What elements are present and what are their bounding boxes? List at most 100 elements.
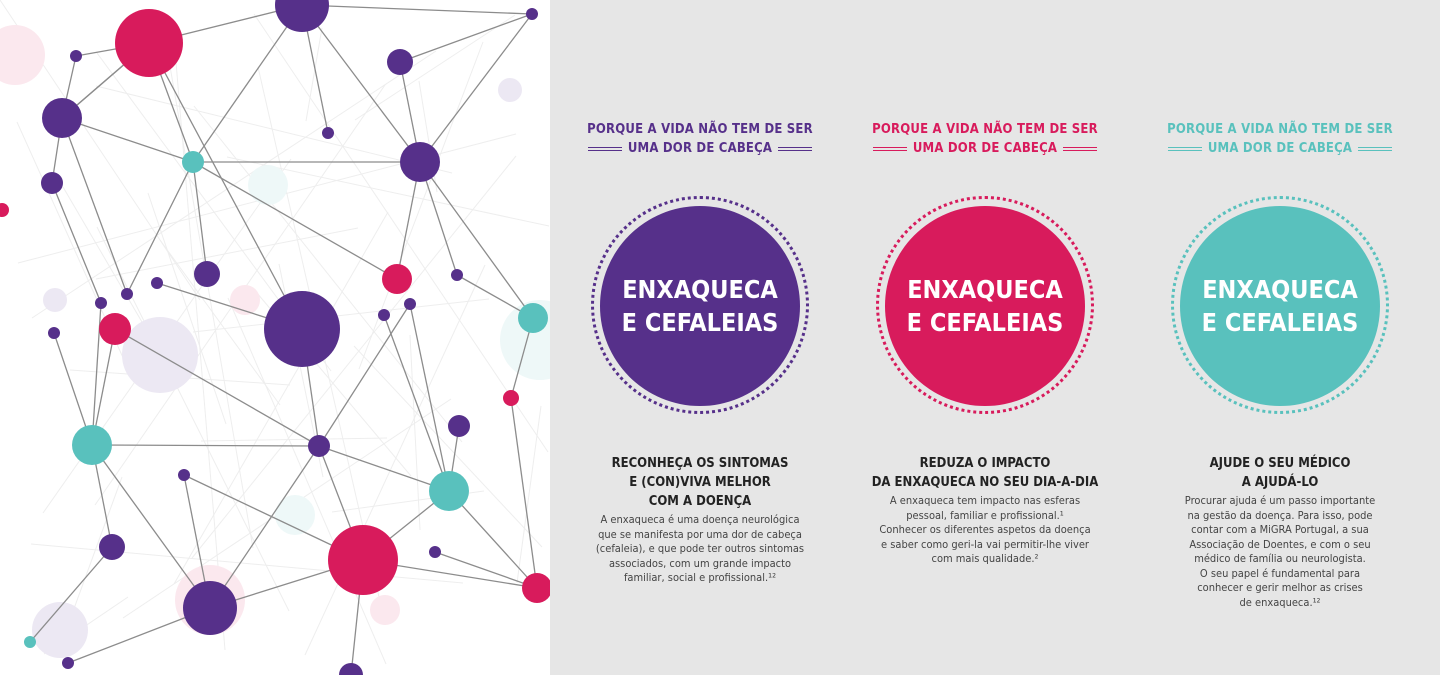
network-node (404, 298, 416, 310)
faint-link (30, 543, 464, 584)
network-link (192, 161, 208, 275)
tagline: PORQUE A VIDA NÃO TEM DE SER UMA DOR DE … (1130, 120, 1430, 158)
faint-node (248, 165, 288, 205)
network-node (99, 534, 125, 560)
network-node (115, 9, 183, 77)
tagline-line1: PORQUE A VIDA NÃO TEM DE SER (1167, 122, 1393, 137)
circle-title-line2: E CEFALEIAS (1201, 308, 1359, 337)
heading-line: A AJUDÁ-LO (1241, 475, 1319, 490)
network-link (114, 328, 320, 447)
network-node (322, 127, 334, 139)
body-line: Associação de Doentes, e com o seu (1189, 537, 1371, 551)
faint-node (32, 602, 88, 658)
double-rule (872, 146, 907, 151)
faint-node (370, 595, 400, 625)
faint-link (95, 227, 359, 280)
network-node (522, 573, 550, 603)
body-line: e saber como geri-la vai permitir-lhe vi… (881, 537, 1089, 551)
faint-link (353, 345, 543, 548)
network-node (99, 313, 131, 345)
network-link (192, 4, 303, 163)
network-node (182, 151, 204, 173)
body-line: com mais qualidade.² (931, 552, 1039, 565)
network-node (72, 425, 112, 465)
faint-link (253, 13, 549, 453)
faint-link (226, 156, 550, 227)
faint-link (200, 437, 388, 442)
circle-title-line2: E CEFALEIAS (621, 308, 779, 337)
section-body: A enxaqueca é uma doença neurológica que … (550, 513, 850, 586)
heading-line: E (CON)VIVA MELHOR (629, 475, 771, 490)
body-line: conhecer e gerir melhor as crises (1197, 581, 1363, 594)
network-node (275, 0, 329, 32)
section-body: A enxaqueca tem impacto nas esferas pesso… (835, 494, 1135, 567)
network-link (301, 4, 421, 163)
heading-line: COM A DOENÇA (648, 494, 752, 509)
tagline: PORQUE A VIDA NÃO TEM DE SER UMA DOR DE … (550, 120, 850, 158)
network-node (328, 525, 398, 595)
circle-title-line1: ENXAQUECA (622, 275, 778, 304)
network-link (61, 117, 194, 163)
network-node (41, 172, 63, 194)
network-node (448, 415, 470, 437)
network-node (400, 142, 440, 182)
network-node (24, 636, 36, 648)
body-line: pessoal, familiar e profissional.¹ (906, 508, 1064, 522)
faint-node (275, 495, 315, 535)
network-node (48, 327, 60, 339)
network-link (61, 117, 128, 295)
dotted-ring (591, 196, 809, 414)
tagline-line1: PORQUE A VIDA NÃO TEM DE SER (587, 122, 813, 137)
network-node (194, 261, 220, 287)
network-node (429, 546, 441, 558)
section-heading: REDUZA O IMPACTO DA ENXAQUECA NO SEU DIA-… (835, 454, 1135, 567)
faint-link (192, 298, 490, 333)
network-node (429, 471, 469, 511)
topic-circle: ENXAQUECA E CEFALEIAS (600, 206, 800, 406)
body-line: Conhecer os diferentes aspetos da doença (879, 523, 1091, 536)
heading-line: AJUDE O SEU MÉDICO (1209, 456, 1351, 471)
network-node (178, 469, 190, 481)
faint-link (409, 334, 421, 531)
network-link (91, 444, 320, 447)
tagline: PORQUE A VIDA NÃO TEM DE SER UMA DOR DE … (835, 120, 1135, 158)
network-link (192, 161, 398, 280)
network-node (451, 269, 463, 281)
network-link (301, 4, 533, 15)
faint-link (305, 27, 323, 122)
faint-link (227, 297, 387, 665)
double-rule (587, 146, 622, 151)
network-node (339, 663, 363, 675)
double-rule (778, 146, 813, 151)
tagline-line2: UMA DOR DE CABEÇA (1207, 141, 1353, 156)
faint-link (354, 14, 516, 121)
faint-link (159, 239, 281, 406)
faint-node (230, 285, 260, 315)
circle-title-line2: E CEFALEIAS (906, 308, 1064, 337)
tagline-line1: PORQUE A VIDA NÃO TEM DE SER (872, 122, 1098, 137)
network-node (378, 309, 390, 321)
network-node (308, 435, 330, 457)
circle-title-line1: ENXAQUECA (1202, 275, 1358, 304)
network-node (121, 288, 133, 300)
faint-node (43, 288, 67, 312)
heading-line: REDUZA O IMPACTO (919, 456, 1051, 471)
network-node (382, 264, 412, 294)
network-link (126, 161, 194, 295)
network-link (91, 444, 211, 609)
network-node (70, 50, 82, 62)
topic-circle: ENXAQUECA E CEFALEIAS (1180, 206, 1380, 406)
network-link (434, 551, 538, 589)
network-node (264, 291, 340, 367)
network-illustration (0, 0, 550, 675)
dotted-ring (1171, 196, 1389, 414)
network-node (387, 49, 413, 75)
double-rule (1167, 146, 1202, 151)
faint-link (304, 264, 486, 656)
faint-link (31, 50, 437, 319)
body-line: O seu papel é fundamental para (1199, 566, 1361, 580)
network-link (209, 445, 320, 609)
section-heading: RECONHEÇA OS SINTOMAS E (CON)VIVA MELHOR C… (550, 454, 850, 586)
network-node (503, 390, 519, 406)
faint-link (191, 155, 517, 559)
